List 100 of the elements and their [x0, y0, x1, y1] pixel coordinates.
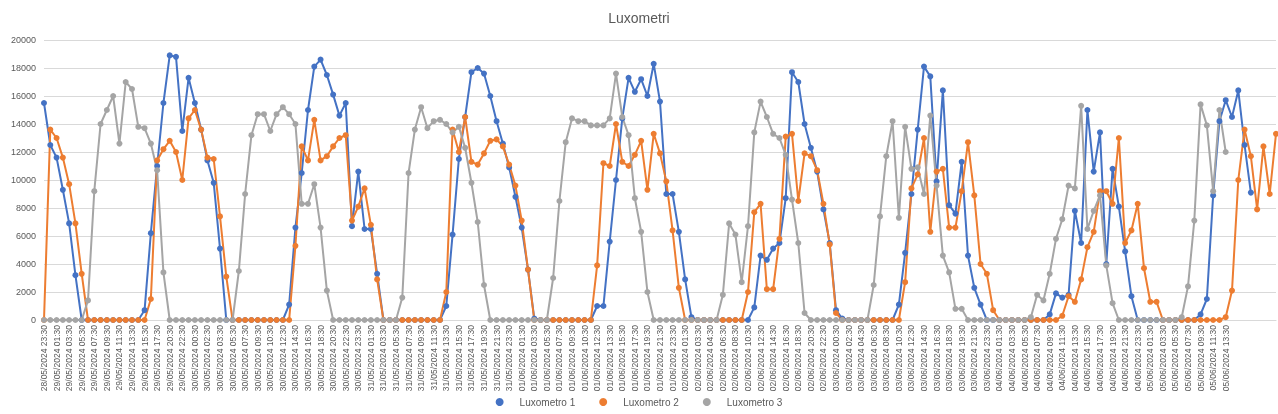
x-tick-label: 02/06/2024 04:30 [705, 324, 716, 392]
x-tick-label: 04/06/2024 23:30 [1132, 324, 1143, 392]
x-tick-label: 01/06/2024 15:30 [617, 324, 628, 392]
x-tick-label: 02/06/2024 01:30 [680, 324, 691, 392]
x-tick-label: 03/06/2024 23:30 [981, 324, 992, 392]
x-tick-label: 29/05/2024 20:30 [164, 324, 175, 392]
x-tick-label: 04/06/2024 07:30 [1032, 324, 1043, 392]
x-tick-label: 30/05/2024 10:30 [265, 324, 276, 392]
x-tick-label: 03/06/2024 21:30 [969, 324, 980, 392]
x-tick-label: 05/06/2024 09:30 [1195, 324, 1206, 392]
x-tick-label: 29/05/2024 05:30 [76, 324, 87, 392]
x-tick-label: 30/05/2024 05:30 [227, 324, 238, 392]
x-tick-label: 29/05/2024 15:30 [139, 324, 150, 392]
x-tick-label: 03/06/2024 04:30 [856, 324, 867, 392]
x-tick-label: 31/05/2024 09:30 [416, 324, 427, 392]
x-tick-label: 28/05/2024 23:30 [39, 324, 49, 392]
x-tick-label: 05/06/2024 05:30 [1170, 324, 1181, 392]
x-tick-label: 02/06/2024 12:30 [755, 324, 766, 392]
x-tick-label: 02/06/2024 10:30 [743, 324, 753, 392]
x-tick-label: 01/06/2024 17:30 [629, 324, 640, 392]
x-tick-label: 05/06/2024 11:30 [1208, 324, 1219, 391]
x-tick-label: 02/06/2024 16:30 [780, 324, 791, 392]
x-tick-label: 04/06/2024 19:30 [1107, 324, 1118, 392]
x-tick-label: 04/06/2024 05:30 [1019, 324, 1030, 392]
x-tick-label: 31/05/2024 23:30 [504, 324, 515, 392]
x-tick-label: 30/05/2024 00:30 [189, 324, 200, 392]
x-tick-label: 29/05/2024 09:30 [101, 324, 112, 392]
x-tick-label: 01/06/2024 01:30 [516, 324, 527, 392]
x-tick-label: 01/06/2024 19:30 [642, 324, 653, 392]
y-tick-label: 4000 [15, 259, 36, 269]
x-tick-label: 31/05/2024 19:30 [479, 324, 489, 392]
x-tick-label: 03/06/2024 08:30 [881, 324, 892, 392]
x-tick-label: 05/06/2024 13:30 [1220, 324, 1231, 392]
y-tick-label: 8000 [15, 203, 36, 213]
x-tick-label: 03/06/2024 18:30 [944, 324, 955, 392]
x-tick-label: 29/05/2024 11:30 [114, 324, 125, 391]
y-tick-label: 6000 [15, 231, 36, 241]
x-tick-label: 31/05/2024 13:30 [441, 324, 452, 392]
y-tick-label: 16000 [10, 91, 36, 101]
x-tick-label: 03/06/2024 06:30 [868, 324, 879, 392]
x-tick-label: 01/06/2024 10:30 [579, 324, 590, 392]
y-tick-label: 14000 [10, 119, 36, 129]
x-tick-label: 29/05/2024 17:30 [152, 324, 163, 392]
x-tick-label: 04/06/2024 21:30 [1120, 324, 1131, 392]
x-tick-label: 29/05/2024 01:30 [51, 324, 62, 392]
x-tick-label: 03/06/2024 14:30 [919, 324, 929, 392]
x-tick-label: 02/06/2024 22:30 [818, 324, 829, 392]
x-tick-label: 01/06/2024 05:30 [541, 324, 552, 392]
y-tick-label: 10000 [10, 175, 36, 185]
x-tick-label: 03/06/2024 02:30 [843, 324, 854, 392]
y-tick-label: 12000 [10, 147, 36, 157]
x-tick-label: 30/05/2024 20:30 [328, 324, 339, 392]
x-tick-label: 03/06/2024 10:30 [893, 324, 904, 392]
x-tick-label: 05/06/2024 03:30 [1157, 324, 1168, 392]
x-tick-label: 03/06/2024 16:30 [931, 324, 942, 392]
chart-title: Luxometri [608, 10, 670, 26]
x-tick-label: 30/05/2024 16:30 [303, 324, 313, 392]
x-tick-label: 02/06/2024 08:30 [730, 324, 741, 392]
y-tick-label: 0 [30, 315, 36, 325]
x-tick-label: 30/05/2024 14:30 [290, 324, 301, 392]
x-tick-label: 03/06/2024 12:30 [906, 324, 917, 392]
x-tick-label: 02/06/2024 20:30 [805, 324, 816, 392]
x-tick-label: 02/06/2024 14:30 [768, 324, 779, 392]
x-tick-label: 30/05/2024 07:30 [240, 324, 251, 392]
x-tick-label: 04/06/2024 03:30 [1007, 324, 1017, 392]
y-tick-label: 20000 [10, 35, 36, 45]
x-tick-label: 31/05/2024 17:30 [466, 324, 477, 392]
x-tick-label: 04/06/2024 17:30 [1095, 324, 1105, 392]
x-tick-label: 29/05/2024 03:30 [64, 324, 75, 392]
x-tick-label: 01/06/2024 13:30 [604, 324, 615, 392]
x-tick-label: 04/06/2024 01:30 [994, 324, 1005, 392]
x-tick-label: 04/06/2024 09:30 [1044, 324, 1055, 392]
x-tick-label: 03/06/2024 19:30 [956, 324, 967, 392]
x-tick-label: 03/06/2024 00:30 [831, 324, 841, 392]
x-tick-label: 30/05/2024 02:30 [202, 324, 213, 392]
x-tick-label: 01/06/2024 07:30 [554, 324, 565, 392]
x-tick-label: 02/06/2024 18:30 [793, 324, 804, 392]
x-tick-label: 31/05/2024 15:30 [453, 324, 464, 392]
x-tick-label: 04/06/2024 11:30 [1057, 324, 1068, 391]
x-tick-label: 31/05/2024 07:30 [403, 324, 414, 392]
x-tick-label: 30/05/2024 18:30 [315, 324, 326, 392]
x-tick-label: 30/05/2024 03:30 [215, 324, 225, 392]
x-tick-label: 01/06/2024 21:30 [655, 324, 665, 392]
x-tick-label: 29/05/2024 22:30 [177, 324, 188, 392]
x-tick-label: 01/06/2024 09:30 [567, 324, 577, 392]
legend-label: Luxometro 3 [726, 396, 783, 408]
x-tick-label: 29/05/2024 13:30 [127, 324, 137, 392]
x-tick-label: 01/06/2024 23:30 [667, 324, 678, 392]
x-tick-label: 04/06/2024 15:30 [1082, 324, 1093, 392]
y-tick-label: 2000 [15, 287, 36, 297]
x-tick-label: 30/05/2024 09:30 [252, 324, 263, 392]
x-tick-label: 04/06/2024 13:30 [1069, 324, 1080, 392]
x-tick-label: 05/06/2024 01:30 [1145, 324, 1156, 392]
legend-label: Luxometro 1 [519, 396, 576, 408]
x-tick-label: 31/05/2024 11:30 [428, 324, 439, 391]
x-tick-label: 30/05/2024 12:30 [277, 324, 288, 392]
legend-label: Luxometro 2 [623, 396, 680, 408]
x-tick-label: 05/06/2024 07:30 [1183, 324, 1193, 392]
x-tick-label: 02/06/2024 06:30 [717, 324, 728, 392]
x-tick-label: 31/05/2024 05:30 [391, 324, 401, 392]
